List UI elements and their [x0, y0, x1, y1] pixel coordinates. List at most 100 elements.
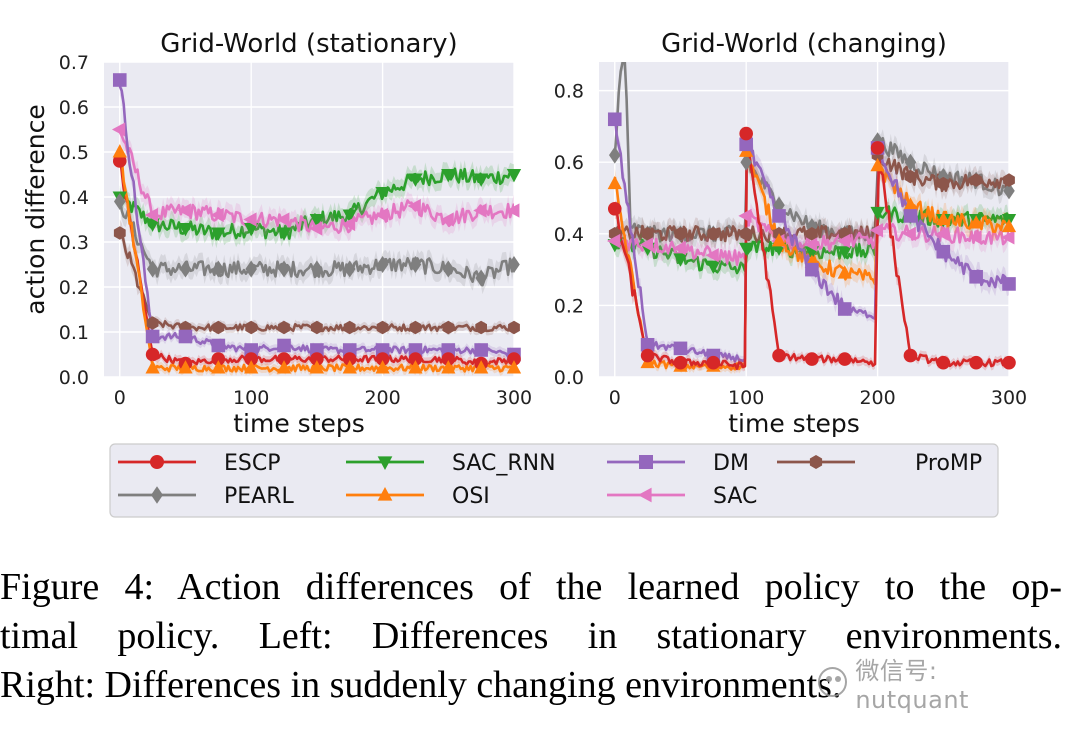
legend-marker-pearl [151, 486, 163, 504]
data-point-sac [672, 240, 686, 256]
data-point-escp [441, 352, 456, 366]
y-tick-label: 0.5 [59, 142, 89, 164]
legend-label-osi: OSI [452, 484, 490, 509]
data-point-sac [309, 221, 323, 236]
data-point-escp [342, 352, 357, 366]
data-point-osi [408, 360, 423, 374]
y-tick-label: 0.4 [59, 187, 89, 209]
data-point-sac-rnn [506, 169, 522, 183]
data-point-escp [706, 355, 721, 370]
watermark-text: 微信号: nutquant [855, 656, 969, 714]
data-point-sac-rnn [178, 223, 193, 237]
x-tick-label: 300 [496, 387, 532, 409]
data-point-sac-rnn [309, 214, 325, 228]
data-point-sac-rnn [474, 173, 489, 187]
y-tick-label: 0.4 [554, 224, 584, 246]
data-point-sac [407, 198, 421, 214]
data-point-sac [341, 216, 356, 232]
legend-marker-sac-rnn [377, 456, 393, 471]
data-point-pearl [608, 146, 621, 164]
data-point-sac [705, 248, 719, 263]
data-point-dm [178, 329, 193, 344]
data-point-sac [869, 223, 884, 238]
data-point-dm [673, 341, 688, 356]
legend-marker-promp [809, 455, 823, 469]
data-point-sac [1001, 230, 1015, 245]
watermark: 微信号: nutquant [818, 657, 1054, 714]
x-axis-label: time steps [728, 409, 860, 438]
data-point-pearl [311, 260, 323, 278]
data-point-escp [640, 348, 655, 363]
data-point-sac-rnn [870, 206, 885, 221]
y-axis-label: action difference [21, 104, 50, 314]
data-point-pearl [904, 153, 917, 171]
data-point-promp [113, 226, 126, 240]
y-tick-label: 0.6 [59, 97, 89, 119]
data-point-osi [145, 360, 160, 374]
data-point-sac-rnn [837, 246, 852, 260]
data-point-osi [771, 233, 787, 247]
legend-marker-escp [150, 455, 164, 469]
data-point-promp [937, 176, 950, 191]
data-point-escp [507, 352, 521, 366]
data-point-escp [607, 201, 622, 216]
data-point-dm [607, 112, 622, 127]
chart-legend: ESCP SAC_RNN DM ProMP PEARL OSI SAC [109, 443, 999, 518]
data-point-dm [112, 73, 127, 87]
data-point-sac-rnn [375, 187, 390, 201]
data-point-osi [903, 197, 918, 211]
legend-label-escp: ESCP [224, 451, 281, 476]
data-point-sac [639, 237, 654, 252]
data-point-sac-rnn [145, 218, 160, 232]
x-tick-label: 200 [859, 387, 895, 409]
caption-line-2: timal policy. Left: Differences in stati… [0, 615, 1062, 657]
data-point-promp [641, 227, 654, 241]
data-point-pearl [740, 153, 752, 171]
x-axis-label: time steps [233, 409, 365, 438]
chart-title: Grid-World (changing) [661, 29, 947, 59]
data-point-pearl [278, 260, 290, 278]
legend-label-promp: ProMP [915, 451, 982, 476]
data-point-osi [309, 360, 325, 374]
data-point-pearl [475, 269, 487, 287]
data-point-sac [473, 203, 487, 218]
data-point-escp [375, 352, 390, 366]
data-point-dm [805, 262, 819, 277]
right-chart-panel: 0 100 200 300 0.0 0.2 0.4 0.6 0.8 Grid-World (cha… [554, 29, 1027, 438]
data-point-promp [806, 227, 818, 241]
data-point-pearl [113, 193, 126, 210]
data-point-pearl [212, 260, 225, 278]
data-point-promp [245, 320, 258, 335]
data-point-osi [1001, 218, 1017, 233]
legend-item-sac-rnn: SAC_RNN [346, 451, 556, 476]
y-tick-label: 0.3 [59, 232, 89, 254]
x-tick-label: 0 [114, 387, 126, 409]
data-point-sac-rnn [739, 242, 754, 256]
y-tick-label: 0.6 [554, 152, 584, 174]
data-point-sac [935, 226, 949, 241]
data-point-promp [343, 320, 356, 335]
data-point-escp [870, 141, 885, 155]
data-point-pearl [442, 260, 455, 278]
data-point-sac [836, 233, 851, 249]
legend-item-sac: SAC [607, 484, 757, 509]
data-point-sac-rnn [244, 223, 259, 237]
data-point-dm [211, 338, 226, 353]
data-point-sac-rnn [441, 169, 456, 183]
data-point-promp [970, 173, 982, 187]
data-point-sac [738, 208, 752, 224]
data-point-dm [277, 338, 291, 353]
data-point-osi [244, 360, 259, 374]
legend-label-sac: SAC [713, 484, 757, 509]
y-tick-label: 0.2 [554, 295, 584, 317]
data-point-promp [740, 227, 753, 241]
data-point-sac [606, 233, 621, 249]
data-point-sac [804, 237, 818, 252]
y-tick-label: 0.7 [59, 52, 89, 74]
data-point-osi [870, 157, 885, 172]
data-point-escp [211, 352, 226, 366]
data-point-dm [1002, 277, 1016, 291]
data-point-promp [376, 320, 389, 335]
data-point-promp [1003, 173, 1015, 187]
data-point-promp [409, 320, 422, 335]
